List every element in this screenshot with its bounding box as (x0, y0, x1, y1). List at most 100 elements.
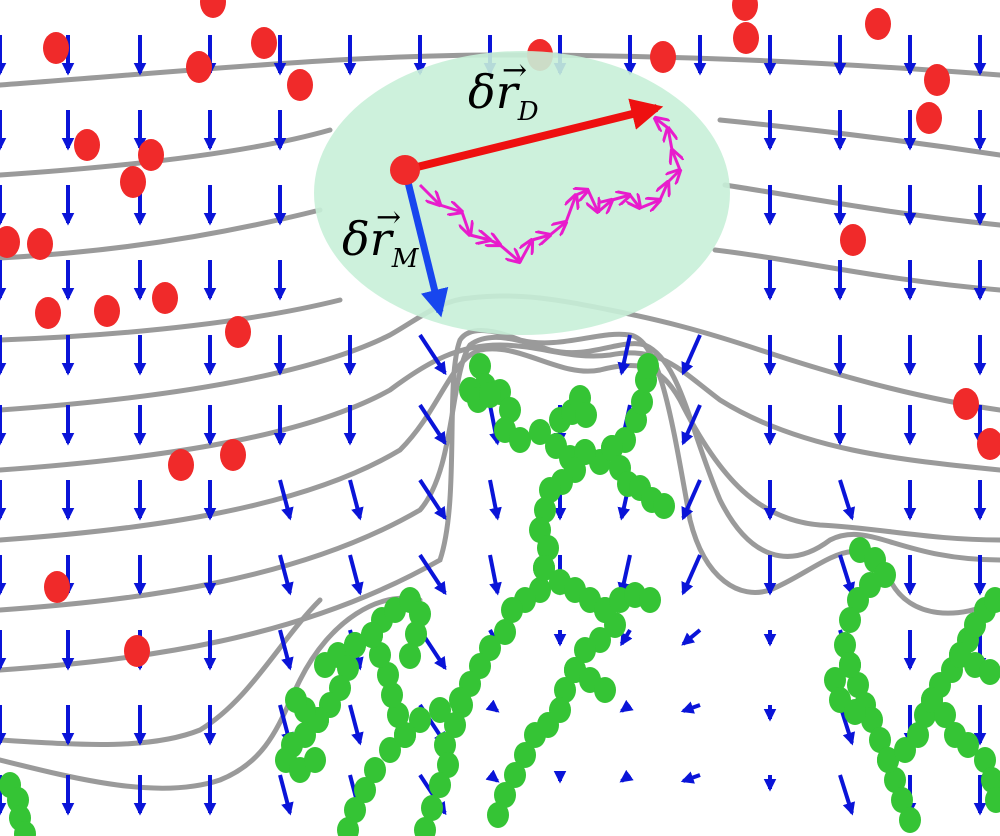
random-walk-step (639, 200, 660, 208)
field-arrow (418, 403, 447, 446)
green-aggregate-icon (847, 672, 869, 698)
green-aggregate-icon (637, 353, 659, 379)
drift-label: δrD (468, 65, 539, 127)
aggregate-clusters (0, 353, 1000, 836)
green-aggregate-icon (364, 757, 386, 783)
red-particle-icon (120, 166, 146, 198)
particles (0, 0, 1000, 667)
green-aggregate-icon (979, 659, 1000, 685)
green-aggregate-icon (337, 655, 359, 681)
green-aggregate-icon (377, 662, 399, 688)
green-aggregate-icon (869, 727, 891, 753)
field-arrow (838, 479, 856, 521)
random-walk-step (462, 211, 470, 235)
red-particle-icon (220, 439, 246, 471)
random-walk-step (660, 182, 668, 201)
green-aggregate-icon (387, 702, 409, 728)
green-aggregate-icon (399, 643, 421, 669)
field-line (0, 328, 1000, 673)
red-particle-icon (924, 64, 950, 96)
drift-label-arrow: → (502, 53, 527, 88)
green-aggregate-icon (369, 642, 391, 668)
green-aggregate-icon (899, 807, 921, 833)
field-arrow (485, 769, 500, 783)
random-walk-step (576, 190, 588, 195)
green-aggregate-icon (437, 752, 459, 778)
green-aggregate-icon (509, 427, 531, 453)
field-arrow (617, 554, 632, 596)
red-particle-icon (251, 27, 277, 59)
green-aggregate-icon (957, 732, 979, 758)
green-aggregate-icon (834, 632, 856, 658)
green-aggregate-icon (884, 767, 906, 793)
red-particle-icon (287, 69, 313, 101)
red-particle-icon (35, 297, 61, 329)
green-aggregate-icon (429, 697, 451, 723)
red-particle-icon (168, 449, 194, 481)
drift-label-r: r (496, 65, 521, 119)
random-walk-step (518, 240, 532, 263)
green-aggregate-icon (354, 777, 376, 803)
green-aggregate-icon (344, 797, 366, 823)
green-aggregate-icon (631, 389, 653, 415)
red-particle-icon (74, 129, 100, 161)
random-walk-step (531, 235, 550, 240)
red-particle-icon (27, 228, 53, 260)
green-aggregate-icon (314, 652, 336, 678)
red-particle-icon (916, 102, 942, 134)
red-particle-icon (225, 316, 251, 348)
green-aggregate-icon (844, 699, 866, 725)
green-aggregate-icon (504, 762, 526, 788)
green-aggregate-icon (409, 707, 431, 733)
field-arrow (619, 699, 634, 713)
field-arrow (488, 554, 502, 596)
green-aggregate-icon (934, 702, 956, 728)
red-particle-icon (94, 295, 120, 327)
green-aggregate-icon (877, 747, 899, 773)
migration-label: δrM (342, 212, 420, 274)
field-arrow (278, 629, 294, 671)
random-walk-step (668, 170, 680, 182)
field-arrow (278, 479, 294, 521)
red-particle-icon (953, 388, 979, 420)
field-arrow (418, 553, 447, 596)
green-aggregate-icon (537, 535, 559, 561)
migration-vector (401, 169, 449, 318)
field-arrow (680, 701, 701, 714)
green-aggregate-icon (344, 632, 366, 658)
drift-label-delta: δ (468, 65, 496, 119)
green-aggregate-icon (361, 622, 383, 648)
field-arrow (418, 333, 447, 376)
green-aggregate-icon (501, 597, 523, 623)
red-particle-icon (865, 8, 891, 40)
drift-label-sub: D (517, 97, 539, 127)
red-particle-icon (732, 0, 758, 21)
drift-vector (404, 98, 664, 174)
green-aggregate-icon (575, 402, 597, 428)
field-arrow (418, 478, 447, 521)
field-arrow (348, 479, 364, 521)
random-walk-step (630, 195, 640, 208)
red-particle-icon (977, 428, 1000, 460)
green-aggregate-icon (534, 497, 556, 523)
field-line (0, 334, 1000, 613)
red-particle-icon (138, 139, 164, 171)
highlight-ellipse (314, 51, 730, 335)
field-line (0, 182, 1000, 261)
field-line (0, 247, 1000, 343)
green-aggregate-icon (434, 732, 456, 758)
green-aggregate-icon (494, 782, 516, 808)
red-particle-icon (186, 51, 212, 83)
field-arrow (680, 771, 701, 784)
migration-label-r: r (370, 212, 395, 266)
field-arrow (681, 479, 702, 521)
green-aggregate-icon (974, 747, 996, 773)
field-arrow (681, 554, 702, 596)
field-arrows (0, 35, 987, 816)
random-walk-step (490, 240, 500, 245)
field-arrow (485, 699, 500, 713)
green-aggregate-icon (394, 722, 416, 748)
green-aggregate-icon (479, 382, 501, 408)
field-arrow (278, 774, 294, 816)
